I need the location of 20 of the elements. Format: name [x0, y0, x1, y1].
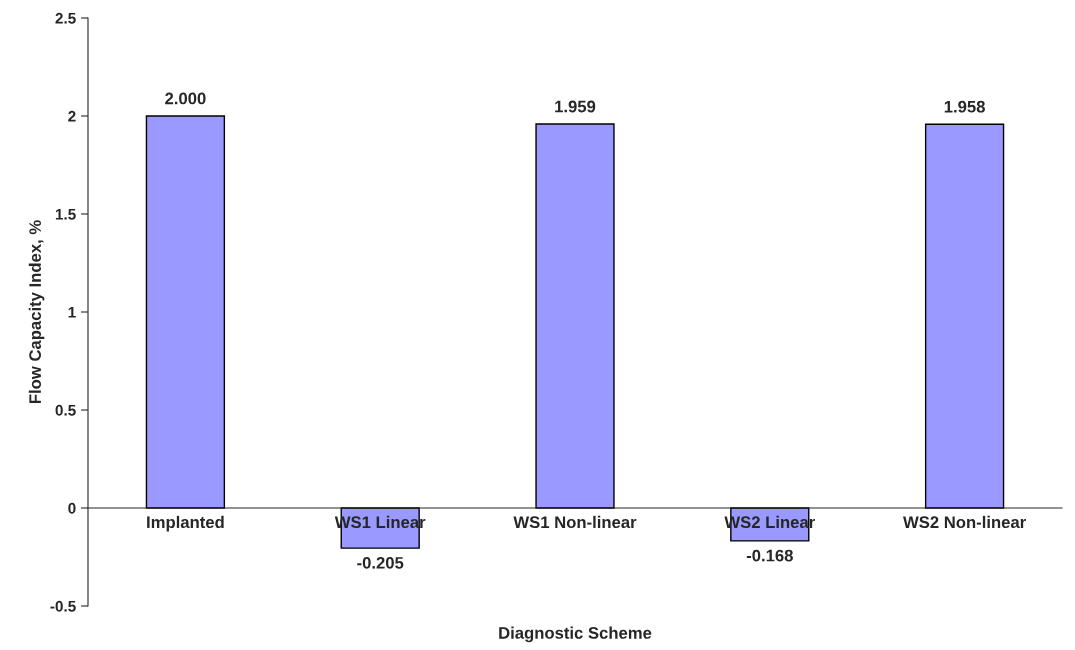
- bar: [924, 123, 1005, 509]
- x-tick-label: WS2 Non-linear: [903, 515, 1026, 529]
- y-tick-label: 1: [68, 307, 76, 318]
- data-label: -0.205: [357, 556, 404, 569]
- data-label: -0.168: [746, 549, 793, 562]
- bar: [145, 115, 226, 509]
- data-label: 1.958: [944, 100, 985, 113]
- y-tick-label: 1.5: [55, 209, 76, 220]
- x-tick-label: WS1 Non-linear: [513, 515, 637, 529]
- x-tick-label: Implanted: [147, 515, 224, 532]
- y-tick-label: 2: [68, 110, 76, 122]
- x-axis-title: Diagnostic Scheme: [499, 626, 652, 643]
- y-tick-label: 0.5: [55, 404, 76, 416]
- y-axis-title: Flow Capacity Index, %: [28, 220, 45, 404]
- data-label: 1.959: [555, 100, 596, 113]
- y-tick-label: 2.5: [55, 12, 76, 24]
- y-tick-label: 0: [68, 502, 76, 514]
- y-tick-label: -0.5: [50, 600, 76, 612]
- data-label: 2.000: [165, 92, 206, 105]
- bar: [535, 123, 615, 509]
